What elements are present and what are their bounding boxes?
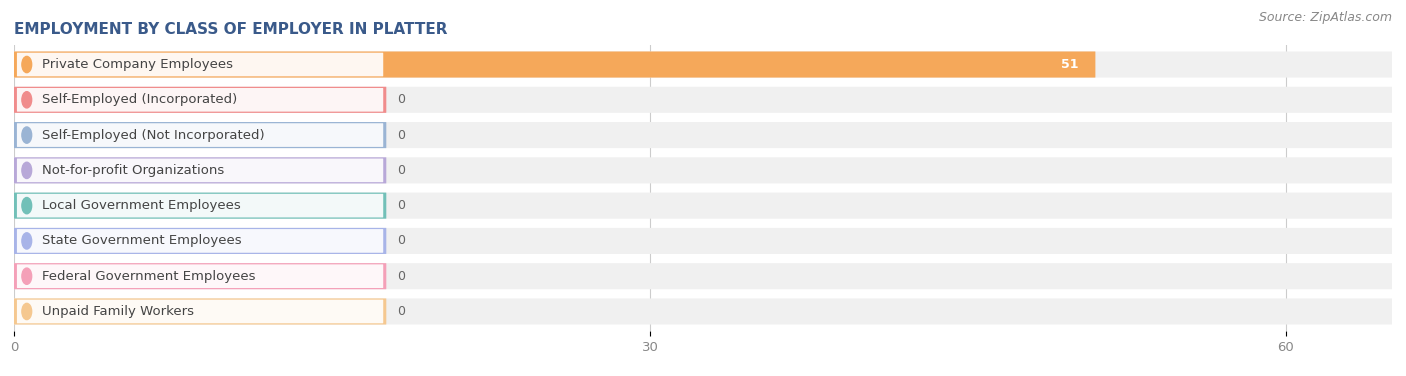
Text: State Government Employees: State Government Employees	[42, 234, 242, 247]
FancyBboxPatch shape	[14, 263, 387, 289]
FancyBboxPatch shape	[14, 157, 387, 183]
Circle shape	[22, 233, 32, 249]
Text: Self-Employed (Incorporated): Self-Employed (Incorporated)	[42, 93, 236, 106]
FancyBboxPatch shape	[14, 122, 387, 148]
Text: Local Government Employees: Local Government Employees	[42, 199, 240, 212]
Text: Not-for-profit Organizations: Not-for-profit Organizations	[42, 164, 224, 177]
FancyBboxPatch shape	[14, 52, 1392, 77]
Text: 0: 0	[396, 270, 405, 283]
FancyBboxPatch shape	[14, 263, 1392, 289]
FancyBboxPatch shape	[14, 193, 387, 219]
Text: 0: 0	[396, 164, 405, 177]
FancyBboxPatch shape	[14, 299, 1392, 324]
FancyBboxPatch shape	[17, 264, 384, 288]
Text: 0: 0	[396, 129, 405, 142]
Circle shape	[22, 162, 32, 179]
FancyBboxPatch shape	[17, 300, 384, 323]
FancyBboxPatch shape	[17, 123, 384, 147]
FancyBboxPatch shape	[14, 87, 387, 113]
FancyBboxPatch shape	[14, 122, 1392, 148]
FancyBboxPatch shape	[17, 53, 384, 76]
FancyBboxPatch shape	[17, 88, 384, 112]
Text: Source: ZipAtlas.com: Source: ZipAtlas.com	[1258, 11, 1392, 24]
FancyBboxPatch shape	[14, 52, 1095, 77]
Circle shape	[22, 268, 32, 284]
Text: Private Company Employees: Private Company Employees	[42, 58, 232, 71]
Circle shape	[22, 127, 32, 143]
Text: EMPLOYMENT BY CLASS OF EMPLOYER IN PLATTER: EMPLOYMENT BY CLASS OF EMPLOYER IN PLATT…	[14, 22, 447, 37]
FancyBboxPatch shape	[17, 159, 384, 182]
FancyBboxPatch shape	[17, 229, 384, 253]
FancyBboxPatch shape	[14, 299, 387, 324]
FancyBboxPatch shape	[14, 228, 387, 254]
Text: 0: 0	[396, 234, 405, 247]
FancyBboxPatch shape	[14, 193, 1392, 219]
FancyBboxPatch shape	[14, 157, 1392, 183]
Text: 0: 0	[396, 199, 405, 212]
Text: Unpaid Family Workers: Unpaid Family Workers	[42, 305, 194, 318]
Text: Self-Employed (Not Incorporated): Self-Employed (Not Incorporated)	[42, 129, 264, 142]
Circle shape	[22, 92, 32, 108]
Circle shape	[22, 56, 32, 73]
FancyBboxPatch shape	[14, 228, 1392, 254]
FancyBboxPatch shape	[14, 87, 1392, 113]
Text: 0: 0	[396, 305, 405, 318]
Text: Federal Government Employees: Federal Government Employees	[42, 270, 254, 283]
Circle shape	[22, 303, 32, 320]
Circle shape	[22, 197, 32, 214]
FancyBboxPatch shape	[17, 194, 384, 217]
Text: 0: 0	[396, 93, 405, 106]
Text: 51: 51	[1060, 58, 1078, 71]
